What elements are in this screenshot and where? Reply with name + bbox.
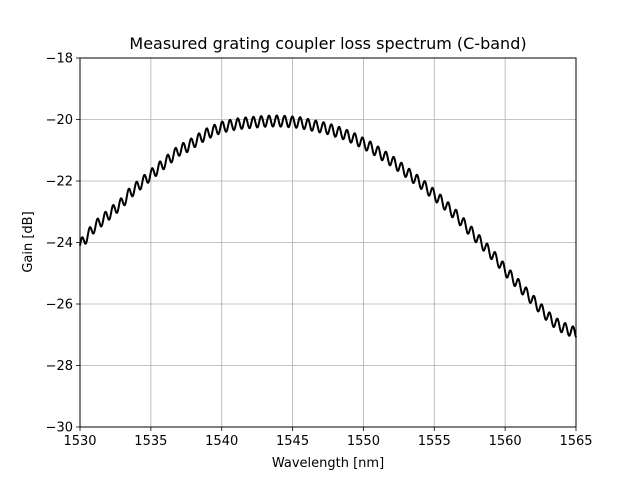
series-layer (79, 114, 577, 338)
x-axis-label: Wavelength [nm] (272, 456, 384, 471)
x-tick-label: 1530 (63, 434, 96, 449)
grid (79, 57, 577, 428)
y-tick-label: −26 (46, 298, 73, 313)
y-tick-label: −22 (46, 175, 73, 190)
y-axis-label: Gain [dB] (21, 211, 36, 272)
spectrum-line (79, 114, 577, 338)
x-tick-label: 1535 (134, 434, 167, 449)
y-tick-label: −28 (46, 359, 73, 374)
y-tick-label: −24 (46, 236, 73, 251)
x-tick-label: 1555 (418, 434, 451, 449)
x-tick-label: 1565 (559, 434, 592, 449)
chart-title: Measured grating coupler loss spectrum (… (129, 34, 526, 53)
y-tick-label: −20 (46, 113, 73, 128)
y-tick-label: −18 (46, 52, 73, 67)
ticks: 1530 1535 1540 1545 1550 1555 1560 1565 −30 −28 −2… (46, 52, 593, 450)
y-tick-label: −30 (46, 421, 73, 436)
x-tick-label: 1550 (347, 434, 380, 449)
x-tick-label: 1560 (489, 434, 522, 449)
x-tick-label: 1545 (276, 434, 309, 449)
x-tick-label: 1540 (205, 434, 238, 449)
